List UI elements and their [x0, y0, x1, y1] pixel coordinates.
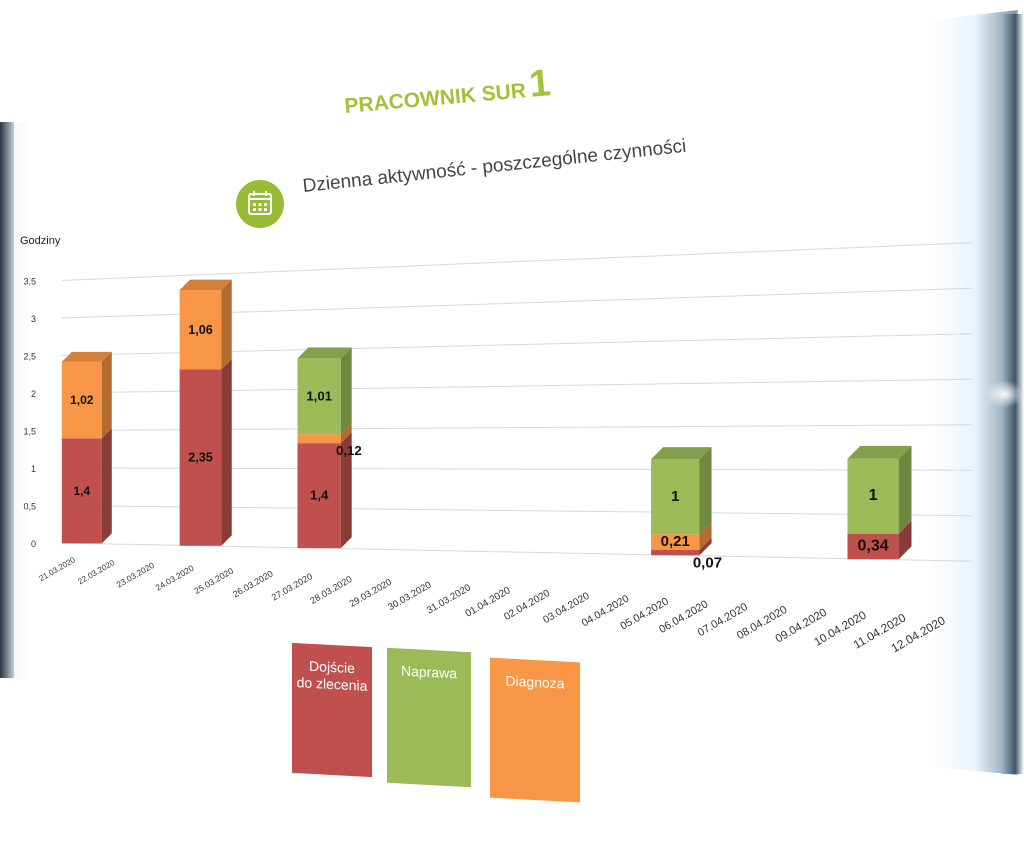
y-tick-label: 3,5 — [23, 277, 36, 287]
bar-top — [61, 351, 112, 362]
data-label: 1,06 — [188, 323, 213, 337]
data-label: 0,12 — [336, 443, 362, 458]
data-label: 0,34 — [858, 537, 889, 554]
x-tick-label: 21.03.2020 — [38, 555, 78, 583]
legend-label-naprawa: Naprawa — [400, 662, 458, 682]
bar-segment — [179, 369, 222, 546]
bar-side — [101, 351, 112, 439]
light-glare — [985, 380, 1024, 408]
y-axis-label: Godziny — [20, 235, 61, 247]
x-tick-label: 23.03.2020 — [115, 560, 157, 590]
bar-top — [297, 347, 352, 359]
x-tick-label: 28.03.2020 — [308, 574, 353, 606]
x-tick-label: 25.03.2020 — [192, 566, 235, 596]
bar-segment — [297, 358, 341, 435]
bar-segment — [179, 290, 222, 370]
bar-side — [898, 520, 912, 560]
panel-left-edge — [0, 122, 14, 678]
data-label: 1,02 — [70, 393, 94, 407]
data-label: 0,07 — [693, 554, 722, 571]
y-tick-label: 0,5 — [23, 502, 36, 512]
bar-side — [221, 359, 232, 546]
y-tick-label: 2,5 — [23, 352, 36, 362]
bar-side — [340, 423, 352, 444]
bar-segment — [297, 443, 341, 549]
data-label: 2,35 — [188, 451, 213, 465]
legend-item-dojscie: Dojście do zlecenia — [292, 642, 372, 778]
bar-side — [340, 347, 352, 435]
legend-label-dojscie: Dojście do zlecenia — [296, 657, 368, 694]
y-tick-label: 1,5 — [23, 427, 36, 437]
y-tick-label: 0 — [31, 539, 36, 549]
data-label: 0,21 — [661, 533, 690, 550]
data-label: 1,01 — [306, 388, 332, 403]
bar-segment — [847, 458, 899, 534]
bar-segment — [61, 438, 102, 544]
legend-item-diagnoza: Diagnoza — [490, 657, 580, 803]
x-tick-label: 24.03.2020 — [154, 563, 196, 593]
data-label: 1 — [671, 488, 679, 505]
bar-segment — [61, 361, 102, 439]
data-label: 1 — [869, 487, 878, 504]
bar-side — [898, 445, 912, 534]
x-tick-label: 27.03.2020 — [270, 571, 314, 602]
gridline — [61, 242, 973, 281]
bar-side — [340, 432, 352, 549]
gridline — [61, 542, 973, 562]
x-tick-label: 22.03.2020 — [76, 558, 116, 587]
bar-top — [651, 447, 712, 460]
bar-top — [847, 445, 912, 459]
data-label: 1,4 — [73, 484, 90, 498]
bar-segment — [651, 550, 700, 556]
bar-segment — [847, 533, 899, 560]
legend-item-naprawa: Naprawa — [387, 647, 471, 788]
bar-segment — [651, 459, 700, 535]
y-tick-label: 2 — [31, 389, 36, 399]
y-tick-label: 1 — [31, 464, 36, 474]
bar-top — [179, 279, 232, 291]
bar-side — [221, 279, 232, 370]
calendar-icon — [236, 180, 284, 228]
bar-segment — [651, 534, 700, 551]
legend-label-diagnoza: Diagnoza — [505, 672, 565, 692]
data-label: 1,4 — [310, 488, 329, 503]
x-tick-label: 26.03.2020 — [231, 568, 275, 599]
bar-side — [699, 537, 712, 556]
bar-segment — [297, 434, 341, 444]
bar-side — [101, 428, 112, 544]
bar-side — [699, 522, 712, 551]
bar-side — [699, 447, 712, 535]
y-tick-label: 3 — [31, 314, 36, 324]
